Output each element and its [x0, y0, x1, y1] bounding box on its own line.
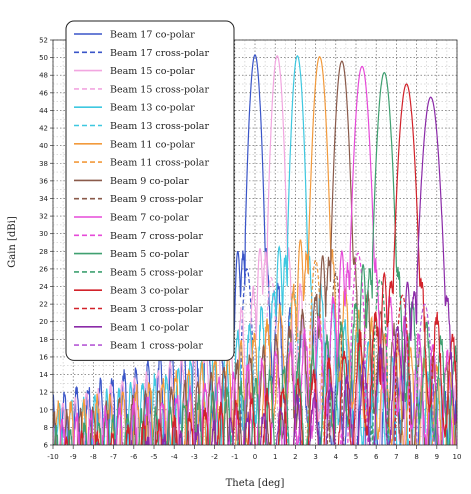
x-tick-label: -4 — [171, 453, 179, 461]
legend-entry: Beam 9 cross-polar — [110, 194, 203, 205]
legend-entry: Beam 17 co-polar — [110, 30, 195, 41]
y-tick-label: 44 — [39, 107, 48, 115]
y-tick-label: 38 — [39, 160, 48, 168]
legend-entry: Beam 7 co-polar — [110, 213, 189, 224]
y-tick-label: 20 — [39, 318, 48, 326]
legend-entry: Beam 1 cross-polar — [110, 341, 203, 352]
series-line-12 — [53, 71, 457, 445]
y-tick-label: 40 — [39, 142, 48, 150]
series-line-14 — [64, 83, 457, 445]
x-tick-label: -3 — [191, 453, 198, 461]
legend-entry: Beam 11 co-polar — [110, 139, 195, 150]
y-tick-label: 50 — [39, 54, 48, 62]
legend-entry: Beam 5 cross-polar — [110, 267, 203, 278]
y-tick-label: 26 — [39, 265, 48, 273]
y-tick-label: 48 — [39, 72, 48, 80]
legend-entry: Beam 15 cross-polar — [110, 84, 209, 95]
y-axis-title: Gain [dBi] — [7, 216, 18, 268]
x-tick-label: 8 — [414, 453, 418, 461]
series-line-6 — [54, 55, 455, 445]
y-tick-label: 12 — [39, 389, 48, 397]
legend: Beam 17 co-polar Beam 17 cross-polar Beam … — [65, 20, 235, 361]
y-tick-label: 18 — [39, 336, 48, 344]
y-tick-label: 36 — [39, 177, 48, 185]
legend-entry: Beam 3 co-polar — [110, 286, 189, 297]
legend-entry: Beam 11 cross-polar — [110, 158, 209, 169]
y-tick-label: 24 — [39, 283, 48, 291]
x-tick-label: 0 — [253, 453, 257, 461]
x-tick-label: 2 — [293, 453, 297, 461]
x-tick-label: 9 — [435, 453, 439, 461]
y-tick-label: 32 — [39, 213, 48, 221]
y-tick-label: 8 — [44, 424, 48, 432]
x-tick-label: -7 — [110, 453, 117, 461]
legend-entry: Beam 7 cross-polar — [110, 231, 203, 242]
y-tick-label: 34 — [39, 195, 48, 203]
legend-entry: Beam 1 co-polar — [110, 322, 189, 333]
x-tick-label: -9 — [70, 453, 77, 461]
legend-entry: Beam 3 cross-polar — [110, 304, 203, 315]
x-tick-label: 4 — [334, 453, 339, 461]
y-tick-label: 6 — [44, 442, 49, 450]
x-tick-label: 3 — [313, 453, 317, 461]
plot-frame — [52, 39, 458, 446]
x-tick-label: 6 — [374, 453, 379, 461]
x-tick-labels: -10 -9 -8 -7 -6 -5 -4 -3 -2 -1 0 1 2 3 4 5 6 7 8 9 10 — [47, 445, 461, 461]
x-tick-label: 1 — [273, 453, 277, 461]
x-tick-label: -1 — [231, 453, 238, 461]
legend-entry: Beam 13 cross-polar — [110, 121, 209, 132]
y-tick-label: 10 — [39, 406, 48, 414]
y-tick-labels: 6 8 10 12 14 16 18 20 22 24 26 28 30 32 34 36 38 40 42 44 46… — [39, 37, 53, 450]
x-tick-label: -6 — [130, 453, 138, 461]
y-tick-label: 14 — [39, 371, 48, 379]
legend-entry: Beam 17 cross-polar — [110, 48, 209, 59]
x-tick-label: 10 — [453, 453, 462, 461]
x-tick-label: -5 — [151, 453, 158, 461]
x-tick-label: -8 — [90, 453, 97, 461]
y-tick-label: 16 — [39, 353, 48, 361]
y-tick-label: 52 — [39, 37, 48, 45]
x-tick-label: -2 — [211, 453, 218, 461]
y-tick-label: 22 — [39, 301, 48, 309]
y-tick-label: 28 — [39, 248, 48, 256]
x-tick-label: -10 — [47, 453, 58, 461]
x-tick-label: 7 — [394, 453, 398, 461]
y-tick-label: 30 — [39, 230, 48, 238]
legend-entry: Beam 5 co-polar — [110, 249, 189, 260]
y-tick-label: 46 — [39, 89, 48, 97]
x-tick-label: 5 — [354, 453, 358, 461]
x-axis-title: Theta [deg] — [226, 478, 285, 489]
legend-entry: Beam 15 co-polar — [110, 66, 195, 77]
series-layer — [53, 54, 457, 445]
y-tick-label: 42 — [39, 125, 48, 133]
legend-entry: Beam 13 co-polar — [110, 103, 195, 114]
legend-box — [65, 20, 235, 361]
legend-entry: Beam 9 co-polar — [110, 176, 189, 187]
series-line-16 — [97, 96, 457, 445]
